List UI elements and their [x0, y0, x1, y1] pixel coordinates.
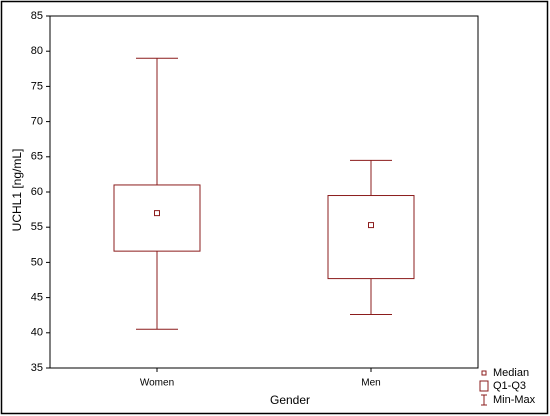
box: [113, 184, 201, 252]
legend-label: Q1-Q3: [493, 380, 526, 392]
y-tick-label: 80: [31, 45, 43, 57]
y-tick-label: 65: [31, 151, 43, 163]
y-tick-label: 70: [31, 116, 43, 128]
y-tick-label: 60: [31, 186, 43, 198]
y-tick-label: 50: [31, 256, 43, 268]
y-tick-label: 40: [31, 327, 43, 339]
x-axis-label: Gender: [270, 393, 310, 407]
legend-median: [481, 370, 487, 376]
legend-label: Min-Max: [493, 394, 536, 406]
median: [154, 210, 160, 217]
y-tick-label: 35: [31, 362, 43, 374]
median: [368, 222, 374, 229]
y-tick-label: 55: [31, 221, 43, 233]
y-axis-label: UCHL1 [ng/mL]: [10, 149, 24, 232]
y-tick-label: 85: [31, 10, 43, 22]
box: [327, 195, 415, 280]
x-tick-label: Women: [140, 378, 174, 389]
y-tick-label: 75: [31, 80, 43, 92]
x-tick-label: Men: [361, 378, 380, 389]
legend-box: [479, 380, 489, 392]
y-tick-label: 45: [31, 292, 43, 304]
legend-label: Median: [493, 367, 529, 379]
